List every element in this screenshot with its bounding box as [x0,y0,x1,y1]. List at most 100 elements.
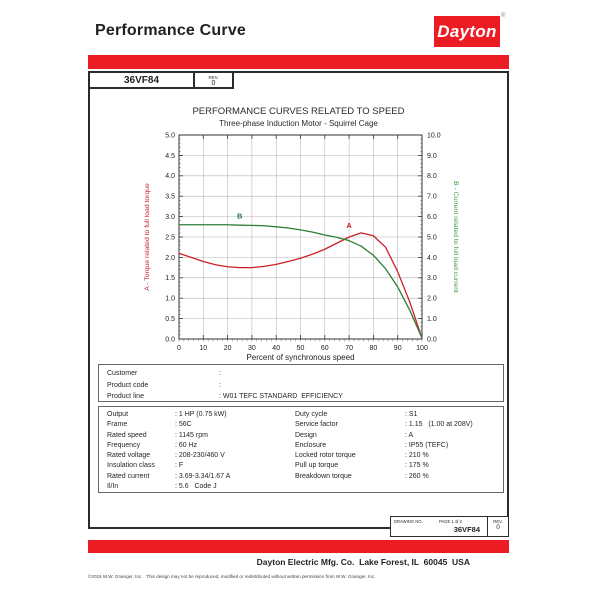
svg-text:2.0: 2.0 [165,255,175,262]
svg-text:0.0: 0.0 [165,336,175,343]
dayton-logo: Dayton [434,16,500,47]
chart-svg: 0.0 0.5 1.0 1.5 2.0 2.5 3.0 3.5 4.0 4.5 5.0 0.0 1.0 2… [144,132,459,362]
svg-text:1.0: 1.0 [165,296,175,303]
customer-table: Customer Product code Product line W01 TEFC… [98,364,504,402]
svg-text:4.0: 4.0 [427,255,437,262]
drawing-revision-cell: REV. 0 [487,517,508,536]
spec-row-value: 3.69-3.34/1.67 A [175,473,230,480]
header-red-bar [88,55,509,69]
specs-column-right: Duty cycle S1 Service factor 1.15 (1.00 at … [295,410,500,482]
spec-row-value: IP55 (TEFC) [405,442,448,449]
curve-B [178,224,423,339]
spec-row: Output 1 HP (0.75 kW) [107,410,295,420]
svg-text:2.0: 2.0 [427,296,437,303]
drawing-number-box: DRAWING NO. PAGE 1 of 2 36VF84 REV. 0 [390,516,509,537]
registered-trademark-icon: ® [501,13,506,19]
spec-row: Duty cycle S1 [295,410,500,420]
spec-row: Il/In 5.6 Code J [107,482,295,492]
chart-subtitle: Three-phase Induction Motor - Squirrel C… [219,119,378,128]
spec-row: Enclosure IP55 (TEFC) [295,441,500,451]
svg-text:3.0: 3.0 [165,214,175,221]
customer-row-label: Customer [107,370,138,377]
svg-text:Percent of synchronous speed: Percent of synchronous speed [246,353,354,362]
svg-text:5.0: 5.0 [427,234,437,241]
customer-row-value [219,370,223,377]
svg-text:50: 50 [297,345,305,352]
svg-text:2.5: 2.5 [165,234,175,241]
svg-text:30: 30 [248,345,256,352]
revision-value: 0 [211,80,216,87]
spec-row-label: Locked rotor torque [295,452,356,460]
company-address-line: Dayton Electric Mfg. Co. Lake Forest, IL… [256,557,470,567]
dayton-logo-text: Dayton [437,21,497,41]
spec-row-label: Breakdown torque [295,472,352,480]
spec-row-label: Rated speed [107,431,147,439]
curve-label-A: A [346,221,352,230]
svg-text:3.5: 3.5 [165,194,175,201]
drawing-no-label: DRAWING NO. [394,519,423,524]
page-number-label: PAGE 1 of 2 [439,519,462,524]
spec-row-value: 175 % [405,462,429,469]
customer-row: Product line W01 TEFC STANDARD EFFICIENCY [107,391,503,403]
spec-row: Rated current 3.69-3.34/1.67 A [107,472,295,482]
svg-text:4.5: 4.5 [165,153,175,160]
spec-row-value: 1145 rpm [175,432,208,439]
spec-row-value: 5.6 Code J [175,483,217,490]
svg-text:6.0: 6.0 [427,214,437,221]
performance-chart: 0.0 0.5 1.0 1.5 2.0 2.5 3.0 3.5 4.0 4.5 5.0 0.0 1.0 2… [137,128,477,368]
footer-red-bar [88,540,509,553]
drawing-rev-value: 0 [496,524,500,531]
spec-row-label: Pull up torque [295,462,339,470]
svg-text:20: 20 [224,345,232,352]
svg-text:9.0: 9.0 [427,153,437,160]
spec-row-value: 1.15 (1.00 at 208V) [405,421,473,428]
svg-text:1.0: 1.0 [427,316,437,323]
svg-text:10.0: 10.0 [427,132,441,139]
spec-row-value: A [405,432,413,439]
spec-row-label: Output [107,411,129,418]
svg-text:70: 70 [345,345,353,352]
drawing-no-value: 36VF84 [453,525,480,534]
spec-row: Frame 56C [107,420,295,430]
customer-row: Product code [107,380,503,392]
svg-text:10: 10 [199,345,207,352]
spec-row: Rated voltage 208-230/460 V [107,451,295,461]
spec-row-label: Il/In [107,483,119,491]
spec-row-label: Frequency [107,441,141,449]
specs-column-left: Output 1 HP (0.75 kW) Frame 56C Rated speed 1… [107,410,295,492]
customer-row-value [219,382,223,389]
customer-row-label: Product code [107,381,149,389]
customer-row-label: Product line [107,393,144,400]
svg-text:0.5: 0.5 [165,316,175,323]
spec-row-value: S1 [405,411,417,418]
svg-text:0.0: 0.0 [427,336,437,343]
spec-row-value: F [175,462,183,469]
model-number-cell: 36VF84 [88,71,195,89]
spec-row: Design A [295,431,500,441]
copyright-notice: ©2015 W.W. Grainger, Inc. This design ma… [88,574,376,579]
spec-row: Insulation class F [107,461,295,471]
spec-row-label: Duty cycle [295,411,328,418]
svg-text:7.0: 7.0 [427,194,437,201]
svg-text:A - Torque related to full loa: A - Torque related to full load torque [144,183,151,291]
svg-text:40: 40 [272,345,280,352]
spec-row-value: 208-230/460 V [175,452,225,459]
svg-text:100: 100 [416,345,428,352]
document-title: Performance Curve [95,22,247,39]
spec-row: Service factor 1.15 (1.00 at 208V) [295,420,500,430]
spec-row-value: 56C [175,421,192,428]
curve-label-B: B [237,212,243,221]
spec-row: Rated speed 1145 rpm [107,431,295,441]
spec-row-label: Rated current [107,472,150,480]
svg-text:80: 80 [370,345,378,352]
customer-row: Customer [107,368,503,380]
spec-row-value: 60 Hz [175,442,197,449]
specifications-table: Output 1 HP (0.75 kW) Frame 56C Rated speed 1… [98,406,504,493]
spec-row-label: Design [295,431,317,439]
spec-row-label: Service factor [295,421,338,429]
spec-row: Frequency 60 Hz [107,441,295,451]
spec-row: Pull up torque 175 % [295,461,500,471]
spec-row-label: Enclosure [295,441,327,449]
svg-text:8.0: 8.0 [427,173,437,180]
